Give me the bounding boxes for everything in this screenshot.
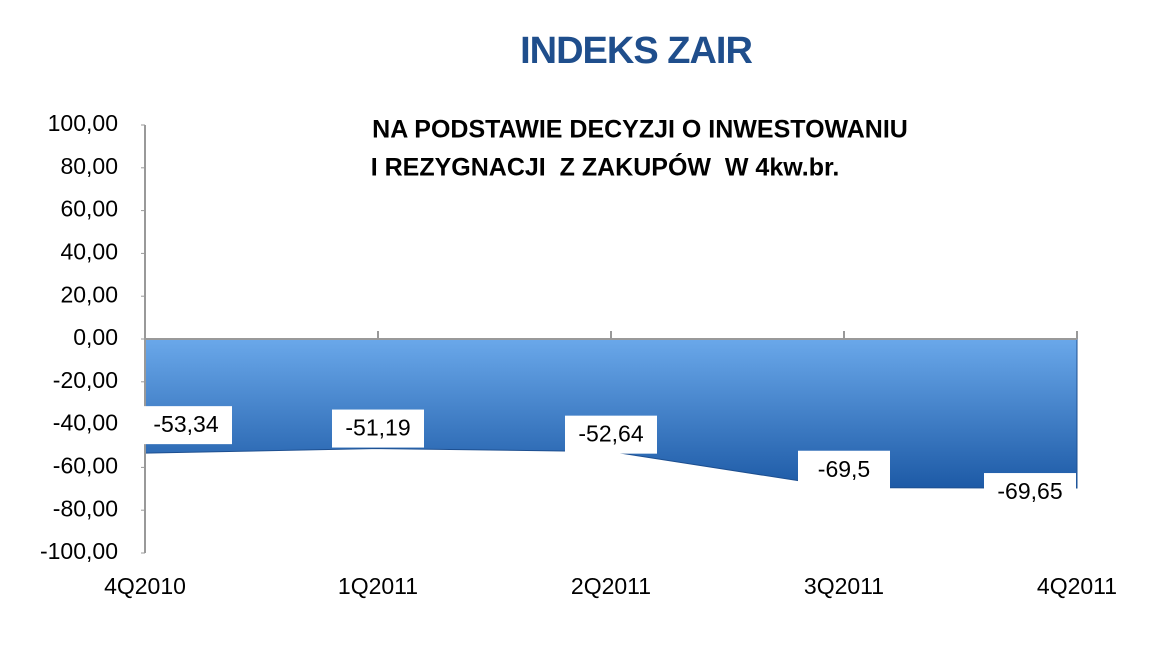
x-tick-label: 1Q2011 [338, 573, 418, 599]
data-label: -69,65 [997, 478, 1062, 504]
y-tick-label: 20,00 [60, 281, 118, 307]
y-tick-label: -100,00 [40, 538, 118, 564]
data-label: -69,5 [818, 456, 870, 482]
x-tick-label: 4Q2011 [1037, 573, 1117, 599]
x-tick-label: 2Q2011 [571, 573, 651, 599]
y-tick-label: 100,00 [48, 110, 118, 136]
y-tick-label: 0,00 [73, 324, 118, 350]
y-tick-label: -40,00 [53, 410, 118, 436]
data-label-box [565, 415, 657, 454]
x-tick-label: 4Q2010 [104, 573, 186, 599]
chart-subtitle: NA PODSTAWIE DECYZJI O INWESTOWANIU [372, 116, 908, 144]
y-tick-label: 40,00 [60, 238, 118, 264]
chart-title: INDEKS ZAIR [520, 30, 752, 72]
y-tick-label: -80,00 [53, 495, 118, 521]
data-label: -53,34 [153, 411, 218, 437]
y-tick-label: -20,00 [53, 367, 118, 393]
chart-subtitle: I REZYGNACJI Z ZAKUPÓW W 4kw.br. [371, 152, 840, 182]
y-tick-label: 60,00 [60, 196, 118, 222]
data-label-box [332, 409, 424, 448]
data-label-box [140, 406, 232, 445]
y-tick-label: -60,00 [53, 452, 118, 478]
data-label: -51,19 [345, 415, 410, 441]
data-label: -52,64 [578, 421, 643, 447]
y-tick-label: 80,00 [60, 153, 118, 179]
data-label-box [984, 473, 1076, 512]
data-label-box [798, 450, 890, 489]
area [144, 338, 1078, 489]
x-tick-label: 3Q2011 [804, 573, 884, 599]
